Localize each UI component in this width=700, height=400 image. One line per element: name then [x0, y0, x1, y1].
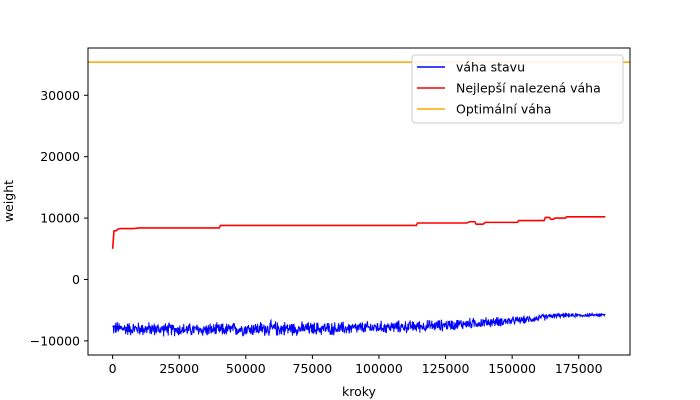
x-tick-label: 75000: [293, 361, 333, 376]
x-axis-label: kroky: [342, 384, 377, 399]
y-tick-label: −10000: [30, 333, 80, 348]
x-tick-label: 175000: [555, 361, 603, 376]
x-tick-label: 125000: [422, 361, 470, 376]
legend-label-nejlepsi-nalezena-vaha: Nejlepší nalezená váha: [456, 81, 601, 96]
series-line-vaha-stavu: [112, 311, 606, 337]
x-tick-label: 25000: [159, 361, 199, 376]
x-tick-label: 50000: [226, 361, 266, 376]
y-tick-label: 30000: [40, 88, 80, 103]
legend-label-vaha-stavu: váha stavu: [456, 60, 525, 75]
series-line-nejlepsi-nalezena-vaha: [111, 216, 606, 249]
y-tick-label: 10000: [40, 211, 80, 226]
legend-label-optimalni-vaha: Optimální váha: [456, 102, 551, 117]
x-tick-label: 100000: [355, 361, 403, 376]
y-tick-label: 0: [72, 272, 80, 287]
legend-box: [411, 54, 624, 124]
plot-frame: [87, 47, 631, 356]
x-tick-label: 0: [109, 361, 117, 376]
y-axis: −10000 0 10000 20000 30000: [30, 88, 88, 348]
x-axis: 0 25000 50000 75000 100000 125000 150000 175000: [109, 355, 603, 376]
legend: váha stavu Nejlepší nalezená váha Optimá…: [411, 54, 624, 124]
y-axis-label: weight: [1, 180, 16, 222]
x-tick-label: 150000: [488, 361, 536, 376]
y-tick-label: 20000: [40, 149, 80, 164]
